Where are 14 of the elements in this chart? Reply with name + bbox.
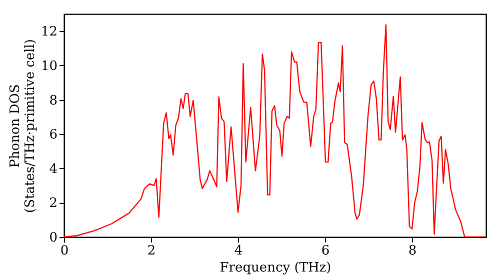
y-tick-label: 8 <box>49 93 58 108</box>
x-tick-label: 2 <box>147 244 156 258</box>
y-tick-label: 6 <box>49 128 58 143</box>
x-tick-label: 6 <box>321 244 330 258</box>
x-tick-label: 0 <box>60 244 69 258</box>
x-axis-title: Frequency (THz) <box>220 260 332 276</box>
y-tick-label: 10 <box>40 58 58 74</box>
y-tick-label: 0 <box>49 230 58 246</box>
y-tick-label: 2 <box>49 196 58 212</box>
x-tick-label: 8 <box>408 244 417 258</box>
y-axis-title: Phonon DOS (States/THz·primitive cell) <box>8 38 38 214</box>
y-tick-label: 12 <box>40 24 58 40</box>
y-tick-label: 4 <box>49 162 58 177</box>
x-tick-label: 4 <box>234 244 243 258</box>
